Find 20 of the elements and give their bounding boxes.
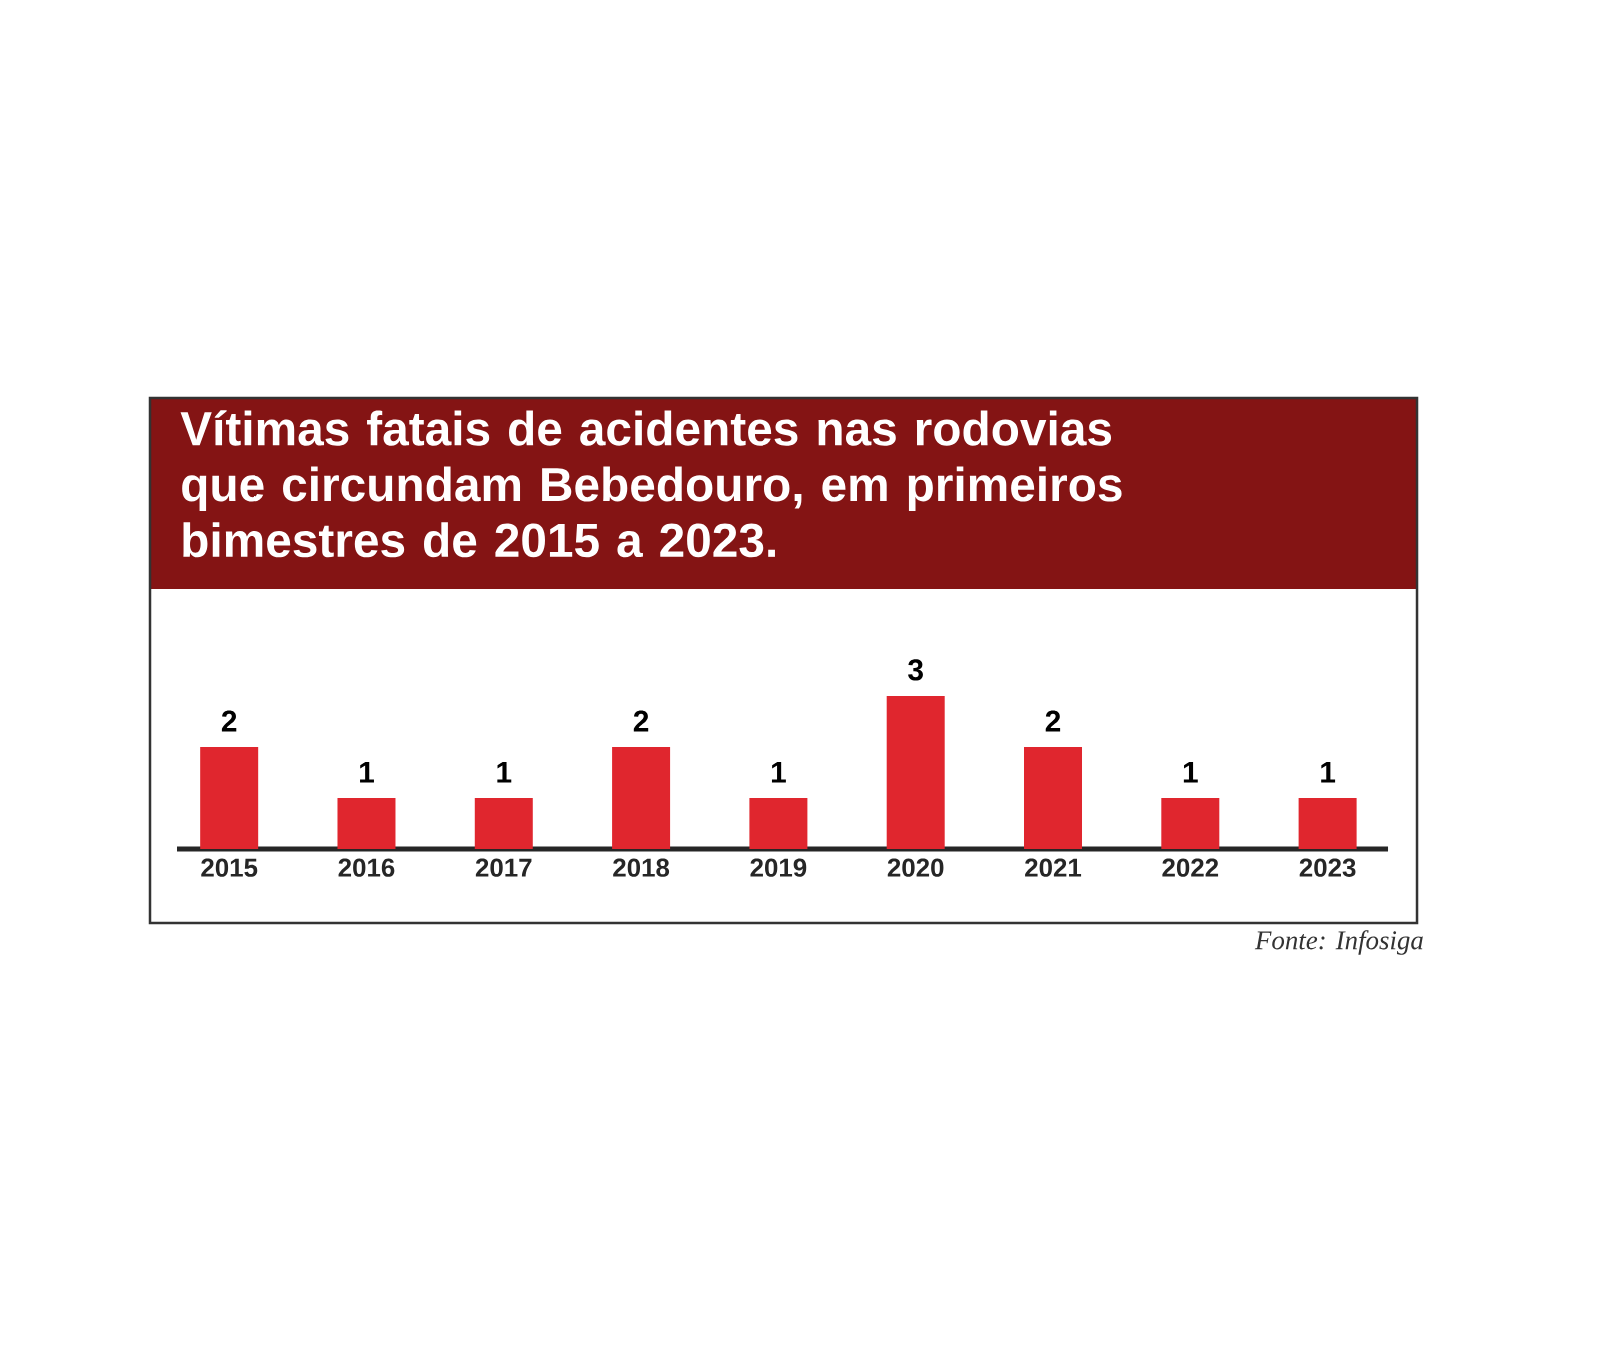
x-tick-label: 2016 xyxy=(338,858,395,877)
x-tick-label: 2017 xyxy=(475,858,532,877)
data-label: 1 xyxy=(1321,761,1336,783)
x-tick-label: 2022 xyxy=(1162,858,1219,877)
data-label: 2 xyxy=(633,710,649,732)
data-label: 3 xyxy=(908,659,923,681)
chart-title: Vítimas fatais de acidentes nas rodovias que circundam Bebedouro, em primeiros bimestres de 2015 a 2023. xyxy=(180,410,1122,558)
x-tick-label: 2020 xyxy=(887,858,944,877)
data-label: 1 xyxy=(771,761,786,783)
x-tick-label: 2015 xyxy=(201,858,258,877)
data-label: 2 xyxy=(1045,710,1061,732)
x-tick-label: 2021 xyxy=(1025,858,1082,877)
x-tick-label: 2018 xyxy=(613,858,670,877)
data-label: 1 xyxy=(1183,761,1198,783)
x-tick-label: 2019 xyxy=(750,858,807,877)
data-label: 2 xyxy=(221,710,237,732)
data-label: 1 xyxy=(497,761,512,783)
x-tick-label: 2023 xyxy=(1299,858,1356,877)
data-label: 1 xyxy=(360,761,374,783)
source-note: Fonte: Infosiga xyxy=(1254,930,1423,955)
